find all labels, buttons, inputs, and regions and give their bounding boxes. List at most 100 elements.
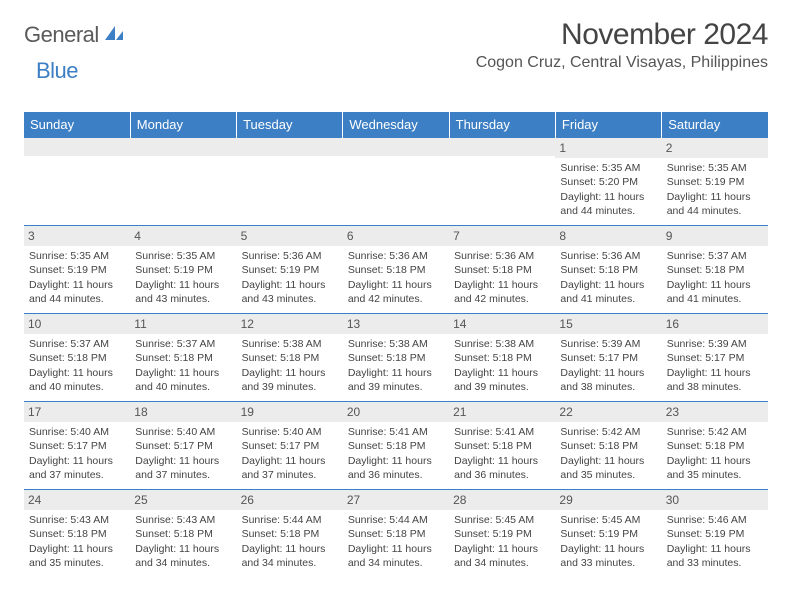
day-number-empty <box>343 138 449 156</box>
day-detail: and 40 minutes. <box>29 380 125 394</box>
day-detail: and 34 minutes. <box>348 556 444 570</box>
day-number: 24 <box>24 490 130 510</box>
day-number: 3 <box>24 226 130 246</box>
day-number: 21 <box>449 402 555 422</box>
day-number-empty <box>237 138 343 156</box>
day-detail: Sunrise: 5:35 AM <box>560 161 656 175</box>
day-detail: Sunrise: 5:39 AM <box>667 337 763 351</box>
calendar-day: 4Sunrise: 5:35 AMSunset: 5:19 PMDaylight… <box>130 226 236 314</box>
day-header: Sunday <box>24 112 130 138</box>
day-detail: and 40 minutes. <box>135 380 231 394</box>
day-detail: Sunset: 5:18 PM <box>560 263 656 277</box>
day-number: 23 <box>662 402 768 422</box>
day-detail: Daylight: 11 hours <box>242 366 338 380</box>
calendar-week: 1Sunrise: 5:35 AMSunset: 5:20 PMDaylight… <box>24 138 768 226</box>
page-title: November 2024 <box>476 18 768 52</box>
day-detail: Sunset: 5:17 PM <box>242 439 338 453</box>
day-header-row: SundayMondayTuesdayWednesdayThursdayFrid… <box>24 112 768 138</box>
day-detail: and 41 minutes. <box>560 292 656 306</box>
day-detail: Sunset: 5:19 PM <box>667 175 763 189</box>
day-detail: Daylight: 11 hours <box>29 454 125 468</box>
day-detail: Sunset: 5:18 PM <box>348 527 444 541</box>
day-detail: and 39 minutes. <box>242 380 338 394</box>
day-detail: and 43 minutes. <box>242 292 338 306</box>
day-detail: and 37 minutes. <box>135 468 231 482</box>
day-number: 14 <box>449 314 555 334</box>
calendar-day: 9Sunrise: 5:37 AMSunset: 5:18 PMDaylight… <box>662 226 768 314</box>
day-detail: Daylight: 11 hours <box>348 542 444 556</box>
day-detail: Sunrise: 5:45 AM <box>454 513 550 527</box>
day-detail: Daylight: 11 hours <box>560 454 656 468</box>
day-detail: Daylight: 11 hours <box>29 366 125 380</box>
day-detail: Daylight: 11 hours <box>560 190 656 204</box>
day-number-empty <box>24 138 130 156</box>
day-detail: Sunset: 5:19 PM <box>667 527 763 541</box>
day-detail: Sunrise: 5:36 AM <box>454 249 550 263</box>
day-detail: Sunrise: 5:44 AM <box>348 513 444 527</box>
day-detail: Daylight: 11 hours <box>242 542 338 556</box>
calendar-week: 3Sunrise: 5:35 AMSunset: 5:19 PMDaylight… <box>24 226 768 314</box>
day-number: 4 <box>130 226 236 246</box>
day-detail: Daylight: 11 hours <box>667 454 763 468</box>
logo: General <box>24 22 129 48</box>
day-detail: Sunset: 5:18 PM <box>242 527 338 541</box>
day-detail: and 39 minutes. <box>454 380 550 394</box>
day-detail: and 37 minutes. <box>29 468 125 482</box>
day-number: 9 <box>662 226 768 246</box>
calendar-day: 6Sunrise: 5:36 AMSunset: 5:18 PMDaylight… <box>343 226 449 314</box>
day-number: 6 <box>343 226 449 246</box>
day-detail: Daylight: 11 hours <box>135 454 231 468</box>
day-detail: Sunset: 5:18 PM <box>348 263 444 277</box>
logo-word1: General <box>24 22 99 48</box>
day-detail: Sunset: 5:18 PM <box>667 263 763 277</box>
day-number: 18 <box>130 402 236 422</box>
calendar-day: 8Sunrise: 5:36 AMSunset: 5:18 PMDaylight… <box>555 226 661 314</box>
day-detail: and 34 minutes. <box>242 556 338 570</box>
day-detail: Daylight: 11 hours <box>667 190 763 204</box>
day-detail: Sunset: 5:18 PM <box>29 527 125 541</box>
day-header: Wednesday <box>343 112 449 138</box>
day-detail: and 39 minutes. <box>348 380 444 394</box>
day-number-empty <box>130 138 236 156</box>
calendar-day: 19Sunrise: 5:40 AMSunset: 5:17 PMDayligh… <box>237 402 343 490</box>
day-detail: Sunset: 5:18 PM <box>560 439 656 453</box>
logo-word2: Blue <box>36 58 78 83</box>
day-detail: Sunrise: 5:38 AM <box>242 337 338 351</box>
day-detail: and 42 minutes. <box>348 292 444 306</box>
day-detail: Sunset: 5:17 PM <box>135 439 231 453</box>
day-detail: Sunset: 5:18 PM <box>454 439 550 453</box>
calendar-week: 24Sunrise: 5:43 AMSunset: 5:18 PMDayligh… <box>24 490 768 578</box>
day-number: 20 <box>343 402 449 422</box>
day-number: 5 <box>237 226 343 246</box>
day-number-empty <box>449 138 555 156</box>
calendar-day: 20Sunrise: 5:41 AMSunset: 5:18 PMDayligh… <box>343 402 449 490</box>
day-number: 27 <box>343 490 449 510</box>
day-detail: Daylight: 11 hours <box>242 454 338 468</box>
day-number: 10 <box>24 314 130 334</box>
day-header: Saturday <box>662 112 768 138</box>
calendar-day <box>24 138 130 226</box>
day-detail: Sunrise: 5:37 AM <box>135 337 231 351</box>
day-detail: Sunset: 5:18 PM <box>135 527 231 541</box>
day-detail: Daylight: 11 hours <box>667 366 763 380</box>
day-detail: Sunset: 5:18 PM <box>667 439 763 453</box>
calendar-day: 17Sunrise: 5:40 AMSunset: 5:17 PMDayligh… <box>24 402 130 490</box>
day-detail: Sunrise: 5:46 AM <box>667 513 763 527</box>
day-detail: Daylight: 11 hours <box>135 542 231 556</box>
day-number: 17 <box>24 402 130 422</box>
day-detail: Sunrise: 5:40 AM <box>29 425 125 439</box>
day-detail: Sunrise: 5:35 AM <box>667 161 763 175</box>
day-detail: Daylight: 11 hours <box>454 542 550 556</box>
day-detail: Daylight: 11 hours <box>348 454 444 468</box>
calendar-day: 22Sunrise: 5:42 AMSunset: 5:18 PMDayligh… <box>555 402 661 490</box>
day-detail: Sunrise: 5:41 AM <box>348 425 444 439</box>
calendar-day: 1Sunrise: 5:35 AMSunset: 5:20 PMDaylight… <box>555 138 661 226</box>
day-detail: Sunrise: 5:44 AM <box>242 513 338 527</box>
day-number: 26 <box>237 490 343 510</box>
calendar-week: 17Sunrise: 5:40 AMSunset: 5:17 PMDayligh… <box>24 402 768 490</box>
day-number: 13 <box>343 314 449 334</box>
calendar-day: 14Sunrise: 5:38 AMSunset: 5:18 PMDayligh… <box>449 314 555 402</box>
day-detail: Sunrise: 5:35 AM <box>135 249 231 263</box>
day-detail: Sunrise: 5:40 AM <box>242 425 338 439</box>
day-detail: Sunset: 5:19 PM <box>135 263 231 277</box>
